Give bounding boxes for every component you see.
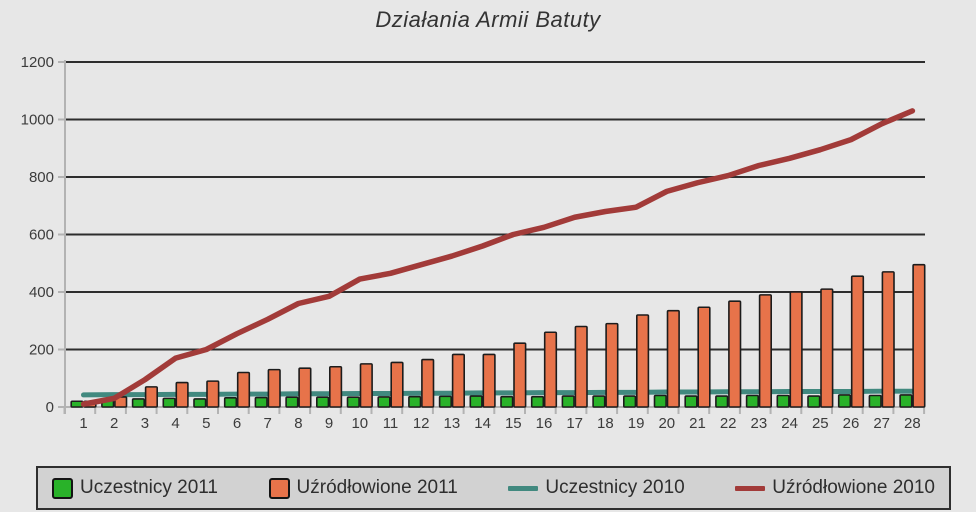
svg-text:2: 2 (110, 415, 118, 432)
svg-text:4: 4 (171, 415, 179, 432)
legend-item-uzrodlowione-2011: Uźródłowione 2011 (268, 477, 458, 499)
svg-text:3: 3 (141, 415, 149, 432)
legend-label-uczestnicy-2010: Uczestnicy 2010 (545, 477, 685, 498)
svg-text:11: 11 (383, 415, 399, 432)
svg-text:400: 400 (29, 284, 54, 301)
legend-item-uzrodlowione-2010: Uźródłowione 2010 (735, 477, 935, 499)
svg-text:9: 9 (325, 415, 333, 432)
svg-text:21: 21 (689, 415, 706, 432)
svg-text:200: 200 (29, 342, 54, 359)
svg-text:5: 5 (202, 415, 210, 432)
legend-item-uczestnicy-2010: Uczestnicy 2010 (508, 477, 685, 499)
svg-text:1: 1 (79, 415, 87, 432)
svg-text:15: 15 (505, 415, 522, 432)
legend: Uczestnicy 2011 Uźródłowione 2011 Uczest… (36, 466, 951, 510)
svg-text:12: 12 (413, 415, 430, 432)
svg-text:13: 13 (444, 415, 461, 432)
svg-text:24: 24 (781, 415, 798, 432)
legend-label-uzrodlowione-2010: Uźródłowione 2010 (772, 477, 935, 498)
svg-text:1200: 1200 (21, 54, 54, 71)
chart-title: Działania Armii Batuty (375, 7, 601, 32)
svg-text:10: 10 (351, 415, 368, 432)
legend-item-uczestnicy-2011: Uczestnicy 2011 (52, 477, 218, 499)
svg-text:19: 19 (628, 415, 645, 432)
svg-text:23: 23 (751, 415, 768, 432)
svg-text:20: 20 (658, 415, 675, 432)
svg-text:6: 6 (233, 415, 241, 432)
svg-text:8: 8 (294, 415, 302, 432)
svg-text:25: 25 (812, 415, 829, 432)
svg-text:14: 14 (474, 415, 491, 432)
teal-line-swatch-icon (508, 485, 539, 491)
orange-bar-swatch-icon (268, 477, 290, 499)
svg-text:26: 26 (843, 415, 860, 432)
svg-text:27: 27 (873, 415, 890, 432)
svg-text:17: 17 (566, 415, 583, 432)
svg-text:18: 18 (597, 415, 614, 432)
svg-text:28: 28 (904, 415, 921, 432)
svg-text:7: 7 (264, 415, 272, 432)
svg-text:1000: 1000 (21, 112, 54, 129)
legend-label-uczestnicy-2011: Uczestnicy 2011 (80, 477, 218, 498)
red-line-swatch-icon (735, 485, 766, 491)
svg-text:800: 800 (29, 169, 54, 186)
svg-text:16: 16 (536, 415, 553, 432)
svg-text:22: 22 (720, 415, 737, 432)
legend-label-uzrodlowione-2011: Uźródłowione 2011 (296, 477, 458, 498)
green-bar-swatch-icon (52, 477, 73, 499)
svg-text:600: 600 (29, 227, 54, 244)
svg-text:0: 0 (46, 399, 54, 416)
